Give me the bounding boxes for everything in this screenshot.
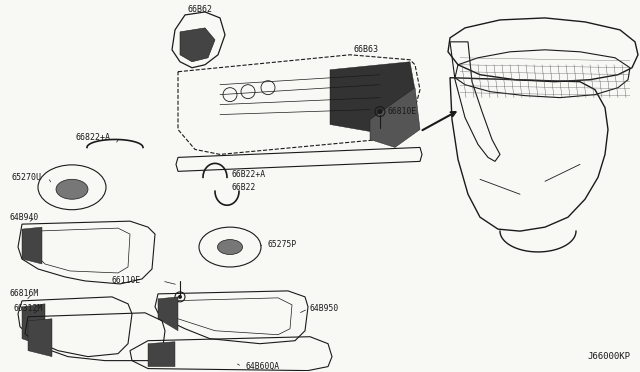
- Text: 64B940: 64B940: [10, 213, 39, 222]
- Text: 66822+A: 66822+A: [75, 133, 110, 142]
- Text: 66110E: 66110E: [112, 276, 141, 285]
- Polygon shape: [370, 88, 420, 147]
- Polygon shape: [28, 319, 52, 357]
- Polygon shape: [22, 304, 45, 347]
- Text: 64B950: 64B950: [310, 304, 339, 313]
- Polygon shape: [148, 342, 175, 366]
- Text: 66B22+A: 66B22+A: [232, 170, 266, 179]
- Polygon shape: [330, 62, 415, 131]
- Text: 65270U: 65270U: [12, 173, 42, 182]
- Text: 66B62: 66B62: [188, 6, 213, 15]
- Text: 66816M: 66816M: [10, 289, 39, 298]
- Text: 66810E: 66810E: [388, 107, 417, 116]
- Text: J66000KP: J66000KP: [587, 352, 630, 360]
- Ellipse shape: [218, 240, 243, 254]
- Circle shape: [178, 295, 182, 299]
- Text: 66B63: 66B63: [353, 45, 378, 54]
- Polygon shape: [22, 227, 42, 264]
- Text: 66312M: 66312M: [14, 304, 44, 313]
- Ellipse shape: [56, 179, 88, 199]
- Text: 66B22: 66B22: [232, 183, 257, 192]
- Polygon shape: [158, 297, 178, 331]
- Circle shape: [378, 109, 383, 114]
- Text: 65275P: 65275P: [268, 240, 297, 248]
- Text: 64B60QA: 64B60QA: [245, 362, 279, 371]
- Polygon shape: [180, 28, 215, 62]
